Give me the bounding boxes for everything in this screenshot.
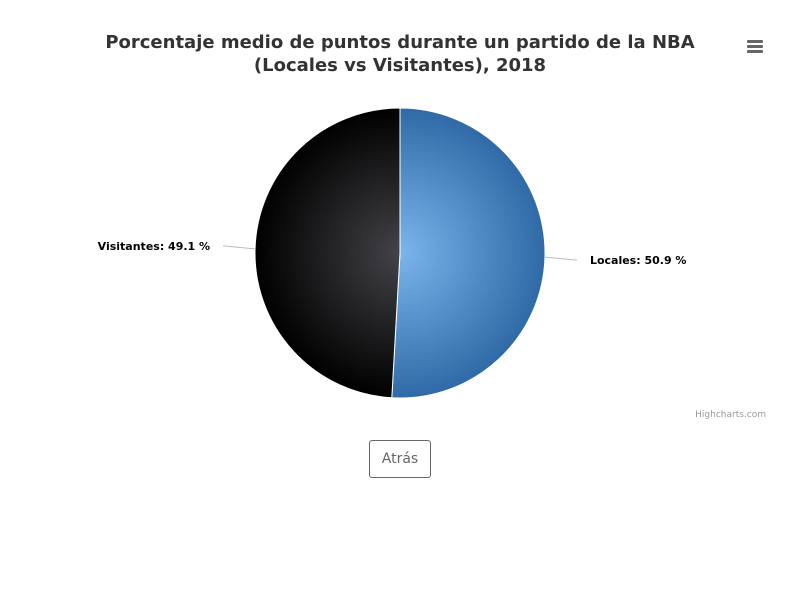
chart-title: Porcentaje medio de puntos durante un pa… xyxy=(105,32,695,76)
pie-slice-locales[interactable] xyxy=(391,107,546,399)
chart-container: Porcentaje medio de puntos durante un pa… xyxy=(98,32,769,420)
data-label-connector xyxy=(544,256,577,261)
pie-slice-visitantes[interactable] xyxy=(254,107,401,399)
back-button[interactable]: Atrás xyxy=(369,440,431,478)
data-label-locales: Locales: 50.9 % xyxy=(590,254,687,267)
data-label-connector xyxy=(223,245,256,250)
menu-line xyxy=(747,40,763,43)
credits-link[interactable]: Highcharts.com xyxy=(695,410,766,420)
pie-chart: Locales: 50.9 % Visitantes: 49.1 % xyxy=(98,107,687,399)
hamburger-menu-icon[interactable] xyxy=(741,34,769,58)
labels-layer: Locales: 50.9 % Visitantes: 49.1 % xyxy=(98,240,687,267)
slices-layer xyxy=(254,107,546,399)
menu-line xyxy=(747,50,763,53)
menu-line xyxy=(747,45,763,48)
data-label-visitantes: Visitantes: 49.1 % xyxy=(98,240,210,253)
